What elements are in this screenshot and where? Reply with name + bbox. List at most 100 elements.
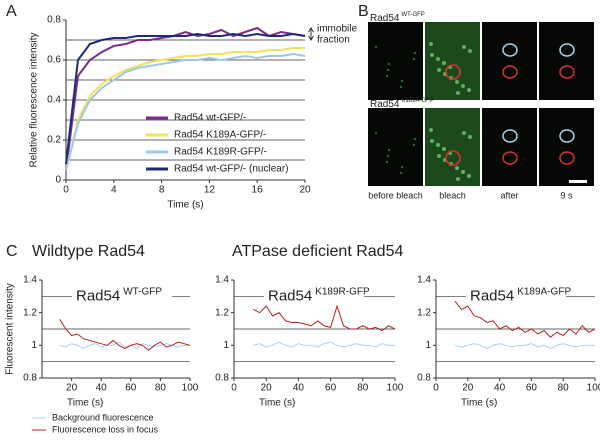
speckle [400,165,404,169]
inset-label: Rad54 WT-GFP [76,286,162,304]
x-axis-label: Time (s) [259,398,295,409]
row-label: Rad54 K189A-GFP [370,98,434,110]
image-cell [425,22,480,100]
series-line [65,52,306,171]
y-tick-label: 0.8 [215,373,229,384]
y-tick-label: 1.4 [417,275,431,286]
speckle [442,147,446,151]
speckle [467,174,471,178]
speckle [455,80,459,84]
label-bg [72,287,172,306]
image-cell [368,108,423,186]
y-tick-label: 0.6 [47,55,61,66]
series-line [454,300,596,338]
label-main: Rad54 [370,13,400,24]
legend-label: Rad54 K189R-GFP/- [174,147,267,158]
legend-label: Background fluorescence [52,412,154,422]
column-label: bleach [439,190,466,200]
speckle [387,148,391,152]
speckle [385,160,389,164]
series-line [253,341,395,348]
x-tick-label: 100 [182,383,199,394]
x-tick-label: 8 [159,185,165,196]
x-axis-label: Time (s) [167,200,203,211]
y-tick-label: 0.8 [23,373,37,384]
x-axis-label: Time (s) [461,398,497,409]
inset-label: Rad54 K189R-GFP [268,286,370,304]
x-tick-label: 60 [125,383,137,394]
y-tick-label: 1.2 [215,307,229,318]
speckle [412,57,416,61]
x-tick-label: 20 [261,383,273,394]
image-cell [539,108,594,186]
speckle [467,88,471,92]
speckle [429,128,433,132]
x-tick-label: 20 [299,185,311,196]
panel-label: C [6,243,18,260]
y-tick-label: 0.4 [47,95,61,106]
y-tick-label: 1.2 [23,307,37,318]
speckle [430,53,434,57]
speckle [399,171,403,175]
speckle [436,57,440,61]
x-tick-label: 40 [293,383,305,394]
speckle [461,170,465,174]
x-tick-label: 0 [433,383,439,394]
roi-ring [502,65,518,79]
speckle [429,42,433,46]
image-cell [482,22,537,100]
x-tick-label: 80 [558,383,570,394]
speckle [456,177,460,181]
speckle [413,51,417,55]
x-axis-label: Time (s) [67,398,103,409]
legend-label: Rad54 wt-GFP/- (nuclear) [174,164,288,175]
speckle [462,131,466,135]
speckle [437,154,441,158]
label-sup: K189A-GFP [517,286,571,297]
speckle [437,68,441,72]
speckle [399,85,403,89]
roi-ring [559,129,575,143]
column-label: 9 s [560,190,573,200]
label-main: Rad54 [76,287,120,304]
series-line [65,47,305,171]
legend-label: Rad54 K189A-GFP/- [174,130,266,141]
speckle [385,74,389,78]
legend-label: Rad54 wt-GFP/- [174,113,246,124]
chart-title: Wildtype Rad54 [32,243,145,260]
label-main: Rad54 [370,99,400,110]
image-cell [482,108,537,186]
series-line [65,32,306,165]
y-tick-label: 0.8 [47,15,61,26]
speckle [468,49,472,53]
series-line [59,318,191,351]
arrow-head [308,27,314,41]
x-tick-label: 80 [357,383,369,394]
speckle [468,135,472,139]
x-tick-label: 100 [587,383,600,394]
x-tick-label: 60 [526,383,538,394]
bleach-ring [445,150,461,166]
speckle [456,91,460,95]
x-tick-label: 12 [204,185,216,196]
panel-label: B [358,3,369,20]
y-tick-label: 1 [223,340,229,351]
speckle [413,137,417,141]
row-label: Rad54 WT-GFP [370,12,425,24]
label-bg [264,287,364,306]
label-main: Rad54 [470,287,514,304]
series-line [59,341,190,350]
speckle [386,68,390,72]
speckle [386,154,390,158]
x-tick-label: 100 [387,383,404,394]
y-axis-label: Fluorescent intensity [5,283,16,375]
series-line [65,26,306,171]
roi-ring [502,129,518,143]
speckle [455,166,459,170]
panel-label: A [6,3,17,20]
y-tick-label: 1 [425,340,431,351]
x-tick-label: 40 [96,383,108,394]
roi-ring [559,43,575,57]
image-cell [425,108,480,186]
